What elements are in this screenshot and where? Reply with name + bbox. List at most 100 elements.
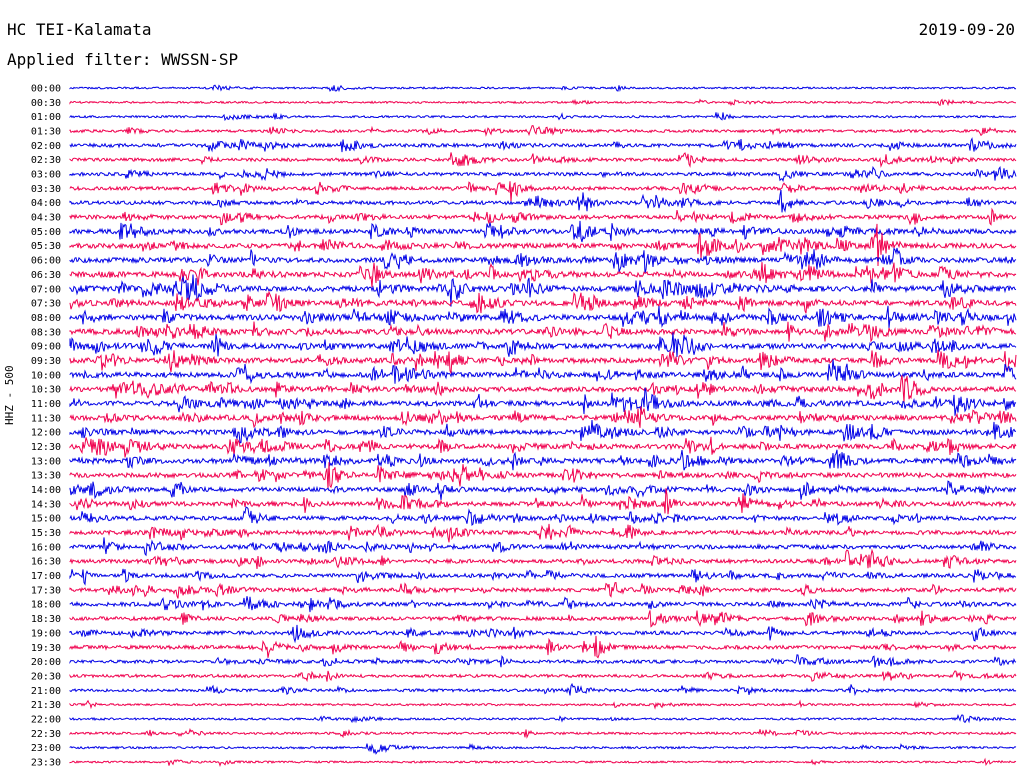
seismic-trace — [69, 523, 1017, 543]
seismic-trace — [69, 349, 1017, 375]
seismic-trace — [69, 449, 1017, 471]
time-label: 15:00 — [31, 514, 61, 525]
seismic-trace — [69, 610, 1017, 628]
seismic-trace — [69, 728, 1017, 739]
time-label: 17:00 — [31, 571, 61, 582]
time-label: 16:30 — [31, 557, 61, 568]
seismic-trace — [69, 152, 1017, 168]
time-label: 07:30 — [31, 299, 61, 310]
time-label: 02:30 — [31, 155, 61, 166]
time-label: 17:30 — [31, 585, 61, 596]
seismic-trace — [69, 305, 1017, 329]
seismic-trace — [69, 596, 1017, 613]
seismic-trace — [69, 137, 1017, 153]
seismic-trace — [69, 480, 1017, 500]
time-label: 12:00 — [31, 428, 61, 439]
time-label: 20:00 — [31, 657, 61, 668]
time-label: 03:00 — [31, 170, 61, 181]
seismic-trace — [69, 262, 1017, 288]
time-label: 18:30 — [31, 614, 61, 625]
seismic-trace — [69, 548, 1017, 570]
time-label: 10:00 — [31, 370, 61, 381]
time-label: 21:30 — [31, 700, 61, 711]
filter-label: Applied filter: WWSSN-SP — [7, 50, 239, 69]
time-label: 05:30 — [31, 241, 61, 252]
seismic-trace — [69, 181, 1017, 203]
time-label: 23:30 — [31, 757, 61, 768]
time-label: 00:30 — [31, 98, 61, 109]
seismic-trace — [69, 757, 1017, 768]
seismic-trace — [69, 321, 1017, 343]
time-label: 01:30 — [31, 127, 61, 138]
seismic-trace — [69, 436, 1017, 458]
seismic-trace — [69, 462, 1017, 490]
time-label: 15:30 — [31, 528, 61, 539]
seismic-trace — [69, 624, 1017, 644]
seismic-trace — [69, 207, 1017, 226]
seismic-trace — [69, 488, 1017, 515]
time-label: 20:30 — [31, 671, 61, 682]
seismic-trace — [69, 537, 1017, 557]
time-label: 07:00 — [31, 284, 61, 295]
time-label: 21:00 — [31, 686, 61, 697]
time-label: 05:00 — [31, 227, 61, 238]
time-label: 08:30 — [31, 327, 61, 338]
seismic-trace — [69, 290, 1017, 314]
seismic-trace — [69, 223, 1017, 267]
seismic-trace — [69, 359, 1017, 385]
seismic-trace — [69, 247, 1017, 274]
seismic-trace — [69, 112, 1017, 122]
time-label: 13:30 — [31, 471, 61, 482]
seismic-trace — [69, 682, 1017, 697]
time-label: 11:30 — [31, 413, 61, 424]
seismic-trace — [69, 420, 1017, 444]
time-label: 12:30 — [31, 442, 61, 453]
seismic-trace — [69, 670, 1017, 683]
seismic-trace — [69, 743, 1017, 755]
seismic-trace — [69, 84, 1017, 93]
time-label: 04:00 — [31, 198, 61, 209]
time-label: 02:00 — [31, 141, 61, 152]
seismic-trace — [69, 220, 1017, 243]
time-label: 19:00 — [31, 628, 61, 639]
seismic-trace — [69, 125, 1017, 137]
time-label: 13:00 — [31, 456, 61, 467]
seismic-trace — [69, 387, 1017, 416]
seismic-trace — [69, 274, 1017, 307]
time-label: 06:30 — [31, 270, 61, 281]
date-label: 2019-09-20 — [918, 20, 1015, 39]
seismic-trace — [69, 635, 1017, 659]
time-label: 11:00 — [31, 399, 61, 410]
time-label: 04:30 — [31, 213, 61, 224]
seismic-trace — [69, 375, 1017, 403]
time-label: 14:00 — [31, 485, 61, 496]
station-title: HC TEI-Kalamata — [7, 20, 152, 39]
time-label: 03:30 — [31, 184, 61, 195]
seismic-trace — [69, 165, 1017, 183]
time-label: 14:30 — [31, 499, 61, 510]
time-label: 18:00 — [31, 600, 61, 611]
time-label: 00:00 — [31, 84, 61, 95]
seismic-trace — [69, 189, 1017, 213]
seismic-trace — [69, 406, 1017, 429]
time-label: 10:30 — [31, 385, 61, 396]
time-label: 06:00 — [31, 256, 61, 267]
seismic-trace — [69, 568, 1017, 586]
seismic-trace — [69, 714, 1017, 724]
time-label: 22:00 — [31, 714, 61, 725]
time-label: 09:00 — [31, 342, 61, 353]
seismic-trace — [69, 506, 1017, 527]
seismic-trace — [69, 332, 1017, 358]
seismic-trace — [69, 582, 1017, 599]
time-label: 22:30 — [31, 729, 61, 740]
seismic-trace — [69, 699, 1016, 710]
time-label: 09:30 — [31, 356, 61, 367]
time-label: 23:00 — [31, 743, 61, 754]
seismic-trace — [69, 654, 1017, 668]
time-label: 08:00 — [31, 313, 61, 324]
time-label: 19:30 — [31, 643, 61, 654]
time-label: 01:00 — [31, 112, 61, 123]
seismic-trace — [69, 98, 1016, 107]
time-label: 16:00 — [31, 542, 61, 553]
